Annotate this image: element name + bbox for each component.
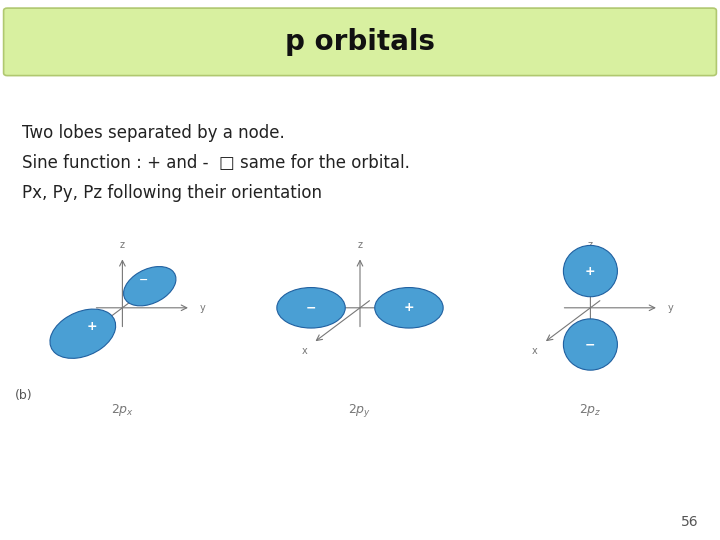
Text: x: x	[302, 346, 307, 356]
Text: y: y	[199, 303, 205, 313]
Text: z: z	[588, 240, 593, 250]
Text: +: +	[404, 301, 414, 314]
Text: +: +	[87, 320, 97, 333]
Ellipse shape	[563, 319, 618, 370]
Text: $2p_y$: $2p_y$	[348, 402, 372, 419]
Text: −: −	[139, 275, 149, 285]
Text: −: −	[306, 301, 316, 314]
Text: z: z	[358, 240, 362, 250]
Text: −: −	[585, 338, 595, 351]
Text: p orbitals: p orbitals	[285, 28, 435, 56]
FancyBboxPatch shape	[4, 8, 716, 76]
Ellipse shape	[374, 287, 444, 328]
Ellipse shape	[277, 287, 346, 328]
Text: x: x	[64, 346, 70, 356]
Text: (b): (b)	[14, 389, 32, 402]
Text: y: y	[437, 303, 443, 313]
Text: $2p_x$: $2p_x$	[111, 402, 134, 418]
Ellipse shape	[50, 309, 116, 359]
Text: Sine function : + and -  □ same for the orbital.: Sine function : + and - □ same for the o…	[22, 154, 410, 172]
Text: 56: 56	[681, 515, 698, 529]
Text: Two lobes separated by a node.: Two lobes separated by a node.	[22, 124, 284, 142]
Ellipse shape	[124, 267, 176, 306]
Text: Px, Py, Pz following their orientation: Px, Py, Pz following their orientation	[22, 184, 322, 201]
Text: z: z	[120, 240, 125, 250]
Text: x: x	[532, 346, 538, 356]
Text: +: +	[585, 265, 595, 278]
Text: y: y	[667, 303, 673, 313]
Text: $2p_z$: $2p_z$	[579, 402, 602, 418]
Ellipse shape	[563, 245, 618, 297]
